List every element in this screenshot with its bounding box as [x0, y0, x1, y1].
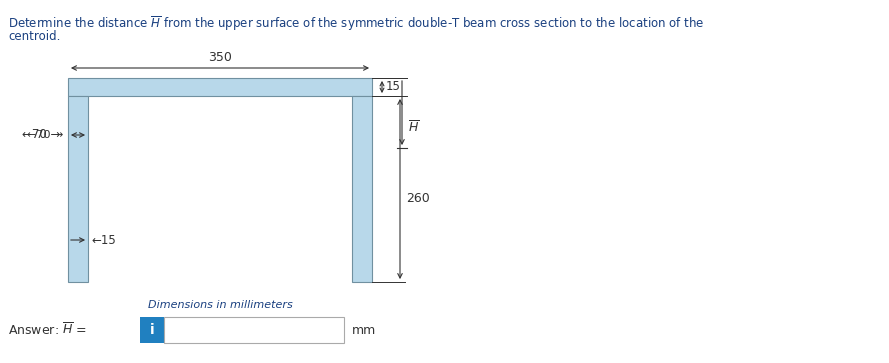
Text: ←70 →: ←70 →: [27, 130, 63, 140]
Bar: [68, 78, 372, 96]
Bar: [140, 317, 164, 343]
Text: $\overline{H}$: $\overline{H}$: [408, 120, 420, 136]
Text: Determine the distance $\overline{H}$ from the upper surface of the symmetric do: Determine the distance $\overline{H}$ fr…: [8, 14, 704, 33]
Text: ←70 →: ←70 →: [21, 129, 60, 142]
Text: 260: 260: [406, 192, 429, 205]
Text: i: i: [149, 323, 155, 337]
Text: Answer: $\overline{H}$ =: Answer: $\overline{H}$ =: [8, 322, 87, 338]
Bar: [352, 96, 372, 282]
Bar: [164, 317, 344, 343]
Text: 15: 15: [386, 81, 401, 94]
Text: mm: mm: [352, 323, 376, 337]
Text: 350: 350: [208, 51, 232, 64]
Text: ←15: ←15: [91, 233, 116, 246]
Text: Dimensions in millimeters: Dimensions in millimeters: [148, 300, 292, 310]
Text: centroid.: centroid.: [8, 30, 60, 43]
Bar: [68, 96, 88, 282]
